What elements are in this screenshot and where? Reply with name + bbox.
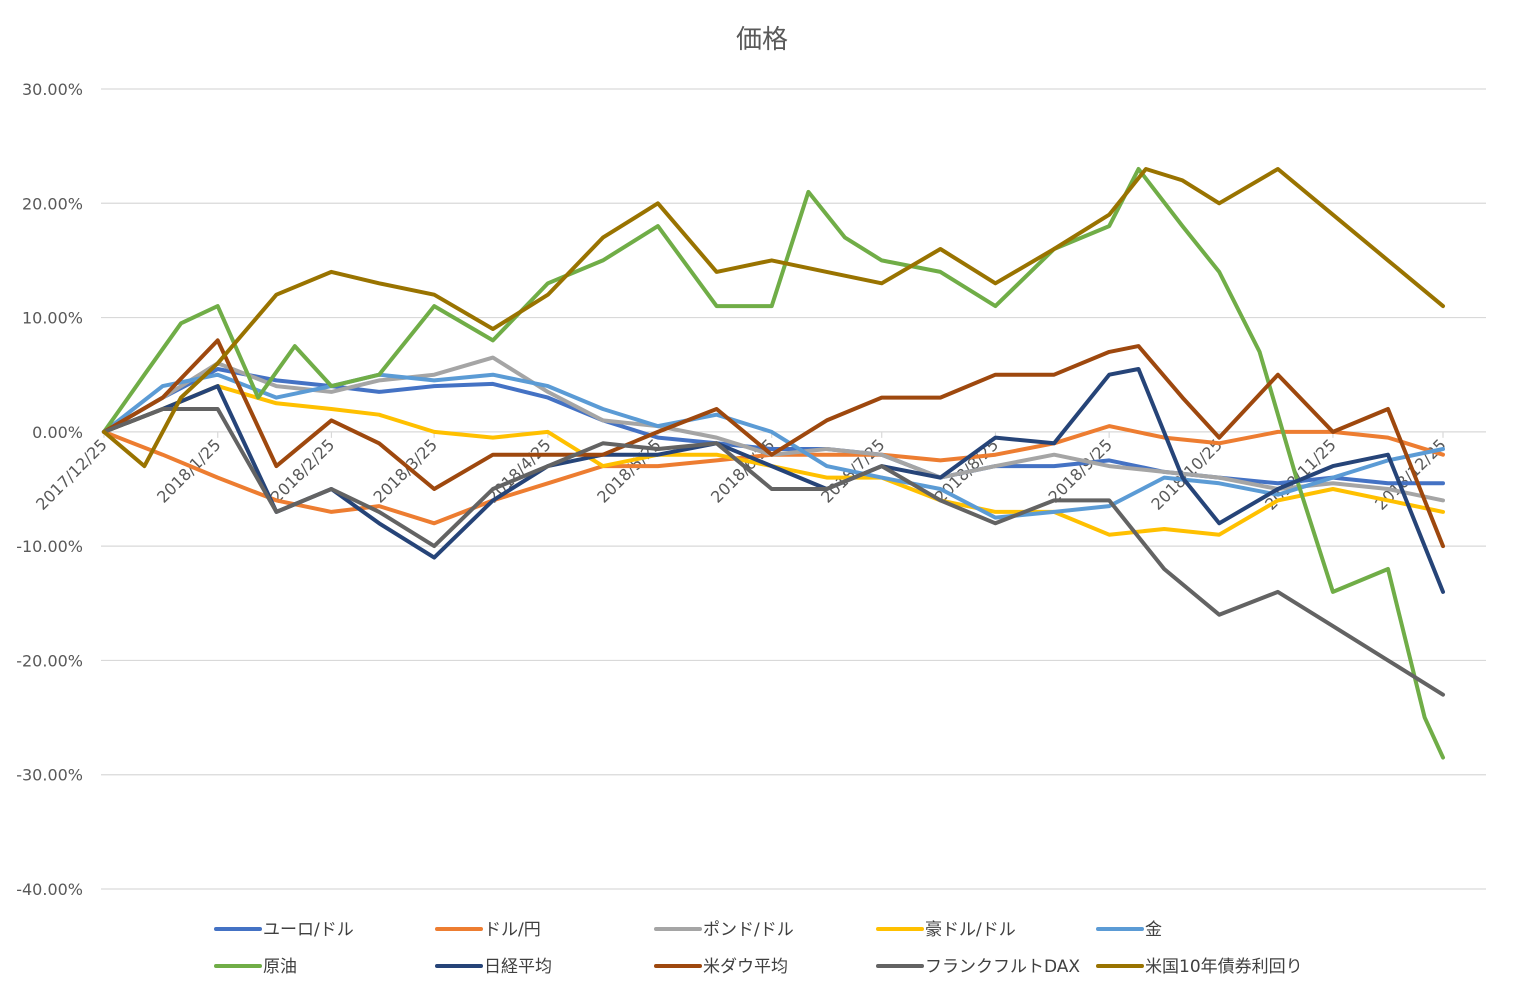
legend-item: ドル/円 <box>435 920 541 940</box>
legend-label: 原油 <box>263 957 297 977</box>
y-tick-label: -10.00% <box>16 537 83 556</box>
legend-label: ユーロ/ドル <box>263 920 354 940</box>
y-tick-label: 10.00% <box>22 309 83 328</box>
series-line-9 <box>102 407 1445 697</box>
x-tick-label: 2017/12/25 <box>32 435 111 514</box>
legend-label: 金 <box>1145 920 1162 940</box>
legend-item: 米国10年債券利回り <box>1096 957 1303 977</box>
x-tick-label: 2018/12/25 <box>1371 435 1450 514</box>
chart-title: 価格 <box>736 25 788 55</box>
legend-label: ドル/円 <box>484 920 541 940</box>
x-tick-label: 2018/4/25 <box>483 435 554 506</box>
series-lines <box>102 167 1445 760</box>
legend-label: 米国10年債券利回り <box>1145 957 1303 977</box>
y-tick-label: 0.00% <box>32 423 83 442</box>
y-tick-label: 30.00% <box>22 80 83 99</box>
legend-item: フランクフルトDAX <box>876 957 1080 977</box>
y-tick-label: -20.00% <box>16 651 83 670</box>
legend-item: 金 <box>1096 920 1162 940</box>
y-tick-label: 20.00% <box>22 194 83 213</box>
legend-item: 豪ドル/ドル <box>876 919 1016 940</box>
y-axis-tick-labels: 30.00% 20.00% 10.00% 0.00% -10.00% -20.00% -30… <box>16 80 83 899</box>
y-tick-label: -40.00% <box>16 880 83 899</box>
series-line-8 <box>102 338 1445 549</box>
legend-item: ポンド/ドル <box>654 920 794 940</box>
series-line-6 <box>102 167 1445 760</box>
x-tick-label: 2018/1/25 <box>153 435 224 506</box>
legend-item: ユーロ/ドル <box>214 920 354 940</box>
legend-label: 豪ドル/ドル <box>925 919 1016 940</box>
series-line-10 <box>102 167 1445 469</box>
legend-item: 原油 <box>214 957 297 977</box>
legend-label: 米ダウ平均 <box>703 957 788 977</box>
legend-item: 米ダウ平均 <box>654 957 788 977</box>
legend-label: ポンド/ドル <box>703 920 794 940</box>
y-tick-label: -30.00% <box>16 766 83 785</box>
legend-item: 日経平均 <box>435 957 552 977</box>
legend-label: 日経平均 <box>484 957 552 977</box>
legend: ユーロ/ドル ドル/円 ポンド/ドル 豪ドル/ドル 金原油 日経平均 米ダウ平均 フランクフル… <box>214 919 1303 977</box>
legend-label: フランクフルトDAX <box>925 957 1080 977</box>
x-tick-label: 2018/9/25 <box>1045 435 1116 506</box>
